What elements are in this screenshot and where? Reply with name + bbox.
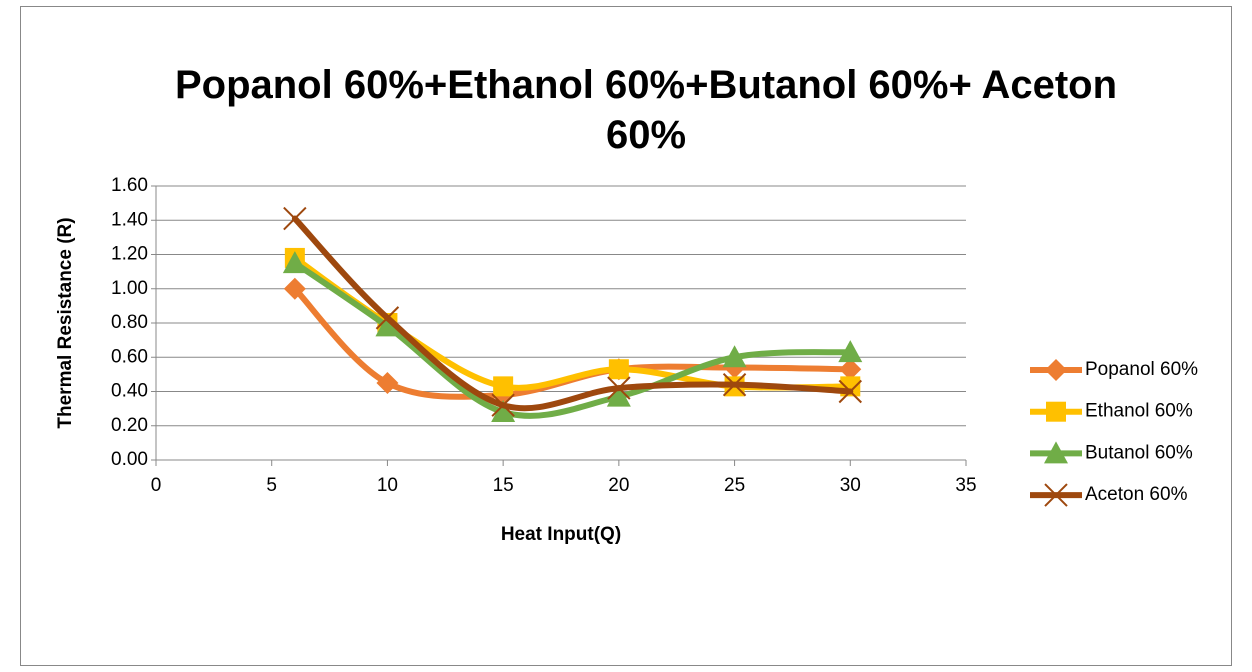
y-tick-label: 1.60 xyxy=(111,175,148,196)
data-point xyxy=(375,306,400,330)
series-line xyxy=(291,215,854,412)
data-point xyxy=(838,379,862,404)
data-point xyxy=(491,393,515,417)
y-tick-label: 0.80 xyxy=(111,312,148,333)
chart-border xyxy=(20,6,1232,666)
data-point xyxy=(376,371,399,394)
x-tick-label: 15 xyxy=(493,475,514,496)
data-point xyxy=(838,340,863,363)
legend-marker xyxy=(1044,441,1068,464)
x-tick-label: 30 xyxy=(840,475,861,496)
data-point xyxy=(608,359,629,380)
legend-label: Ethanol 60% xyxy=(1085,401,1193,422)
x-tick-label: 35 xyxy=(955,475,976,496)
x-axis-label: Heat Input(Q) xyxy=(501,524,621,545)
data-point xyxy=(282,251,307,274)
y-tick-label: 0.00 xyxy=(111,449,148,470)
legend-marker xyxy=(1044,483,1068,507)
y-tick-label: 0.20 xyxy=(111,415,148,436)
x-tick-label: 25 xyxy=(724,475,745,496)
y-tick-label: 0.40 xyxy=(111,381,148,402)
x-tick-label: 10 xyxy=(377,475,398,496)
legend-marker xyxy=(1045,359,1067,381)
data-point xyxy=(375,314,400,337)
y-axis-label: Thermal Resistance (R) xyxy=(55,217,76,428)
data-point xyxy=(722,345,747,368)
data-point xyxy=(491,400,516,423)
y-tick-label: 1.00 xyxy=(111,278,148,299)
data-point xyxy=(283,206,307,231)
x-tick-label: 0 xyxy=(151,475,162,496)
chart-title: Popanol 60%+Ethanol 60%+Butanol 60%+ Ace… xyxy=(174,63,1118,157)
y-tick-label: 0.60 xyxy=(111,346,148,367)
x-tick-label: 20 xyxy=(608,475,629,496)
legend-label: Popanol 60% xyxy=(1085,359,1198,380)
y-tick-label: 1.20 xyxy=(111,244,148,265)
data-point xyxy=(722,372,747,397)
x-tick-label: 5 xyxy=(266,475,277,496)
data-point xyxy=(839,358,862,381)
legend-marker xyxy=(1046,401,1066,422)
legend-label: Butanol 60% xyxy=(1085,442,1193,463)
legend-label: Aceton 60% xyxy=(1085,484,1188,505)
data-point xyxy=(607,376,631,400)
data-point xyxy=(493,376,514,397)
data-point xyxy=(606,384,631,407)
data-point xyxy=(283,277,306,300)
y-tick-label: 1.40 xyxy=(111,209,148,230)
